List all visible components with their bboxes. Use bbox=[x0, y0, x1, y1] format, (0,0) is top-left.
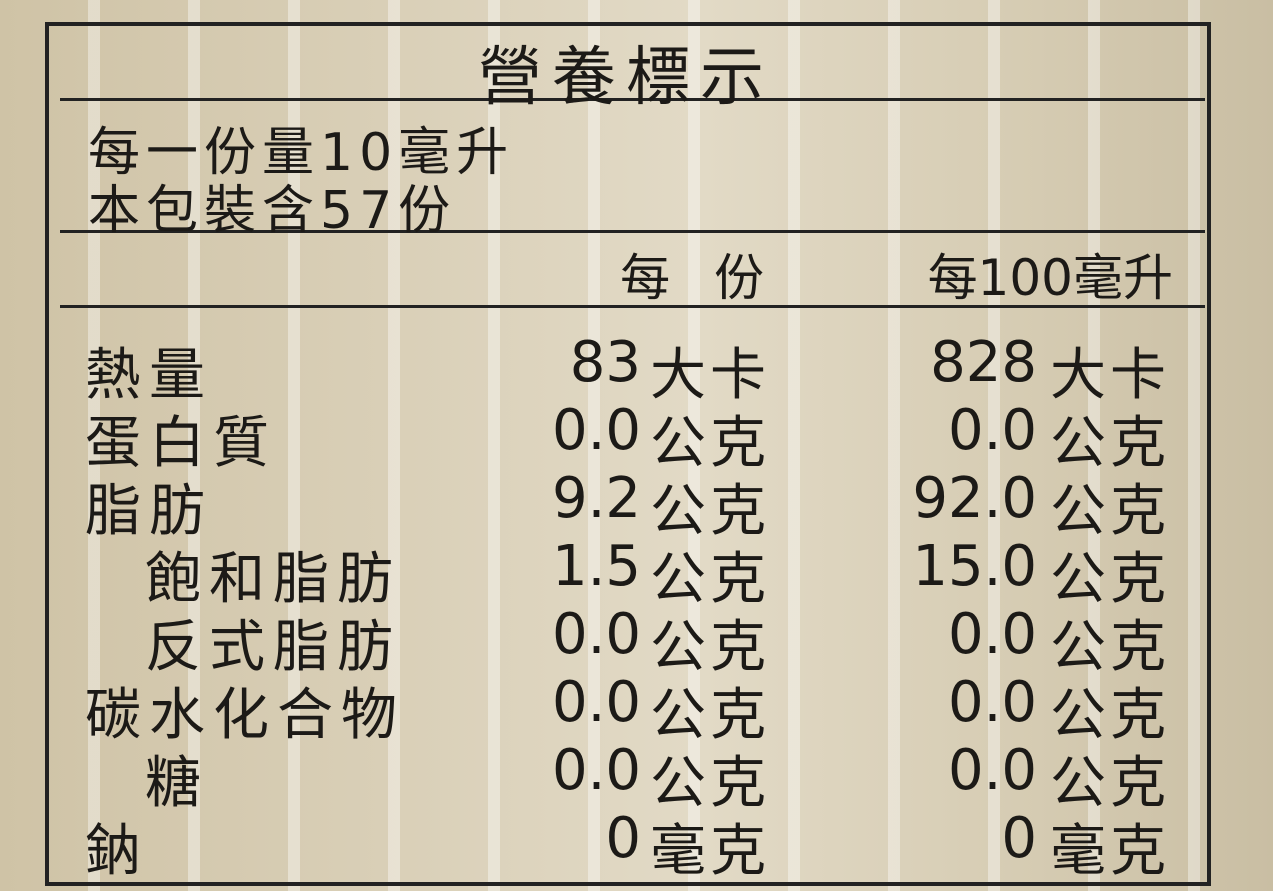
per-serving-value: 0.0 bbox=[551, 670, 641, 735]
per-100ml-value: 0.0 bbox=[947, 738, 1037, 803]
per-serving-unit: 公克 bbox=[650, 683, 770, 748]
per-serving-value: 0.0 bbox=[551, 738, 641, 803]
nutrient-row: 糖 0.0 公克 0.0 公克 bbox=[0, 738, 1273, 816]
per-serving-value: 1.5 bbox=[551, 534, 641, 599]
nutrient-name: 熱量 bbox=[85, 343, 213, 408]
per-100ml-unit: 公克 bbox=[1050, 411, 1170, 476]
per-serving-value: 0.0 bbox=[551, 602, 641, 667]
nutrient-row: 蛋白質 0.0 公克 0.0 公克 bbox=[0, 398, 1273, 476]
per-100ml-unit: 公克 bbox=[1050, 615, 1170, 680]
per-serving-value: 9.2 bbox=[551, 466, 641, 531]
nutrient-row: 脂肪 9.2 公克 92.0 公克 bbox=[0, 466, 1273, 544]
nutrient-name: 脂肪 bbox=[85, 479, 213, 544]
nutrient-row: 飽和脂肪 1.5 公克 15.0 公克 bbox=[0, 534, 1273, 612]
divider bbox=[60, 305, 1205, 308]
nutrition-label-frame bbox=[45, 22, 1211, 886]
per-serving-unit: 公克 bbox=[650, 751, 770, 816]
nutrient-row: 熱量 83 大卡 828 大卡 bbox=[0, 330, 1273, 408]
per-100ml-unit: 大卡 bbox=[1050, 343, 1170, 408]
per-100ml-unit: 公克 bbox=[1050, 547, 1170, 612]
per-100ml-value: 0 bbox=[1001, 806, 1037, 871]
per-100ml-unit: 公克 bbox=[1050, 479, 1170, 544]
per-serving-unit: 公克 bbox=[650, 479, 770, 544]
servings-per-package: 本包裝含57份 bbox=[88, 181, 457, 241]
per-serving-value: 0 bbox=[605, 806, 641, 871]
per-serving-unit: 公克 bbox=[650, 547, 770, 612]
per-100ml-unit: 公克 bbox=[1050, 751, 1170, 816]
nutrient-name: 反式脂肪 bbox=[145, 615, 401, 680]
label-title: 營養標示 bbox=[478, 41, 774, 115]
per-serving-unit: 公克 bbox=[650, 411, 770, 476]
nutrient-row: 碳水化合物 0.0 公克 0.0 公克 bbox=[0, 670, 1273, 748]
nutrient-name: 碳水化合物 bbox=[85, 683, 405, 748]
per-100ml-value: 828 bbox=[930, 330, 1037, 395]
nutrient-name: 蛋白質 bbox=[85, 411, 277, 476]
column-header-per-serving: 每 份 bbox=[620, 249, 778, 307]
column-header-per-100ml: 每100毫升 bbox=[927, 249, 1173, 307]
nutrient-name: 鈉 bbox=[85, 819, 149, 884]
nutrient-name: 飽和脂肪 bbox=[145, 547, 401, 612]
per-serving-value: 0.0 bbox=[551, 398, 641, 463]
divider bbox=[60, 230, 1205, 233]
per-100ml-unit: 毫克 bbox=[1050, 819, 1170, 884]
divider bbox=[60, 98, 1205, 101]
per-100ml-value: 92.0 bbox=[912, 466, 1037, 531]
nutrient-name: 糖 bbox=[145, 751, 209, 816]
per-100ml-value: 0.0 bbox=[947, 670, 1037, 735]
per-serving-unit: 毫克 bbox=[650, 819, 770, 884]
per-serving-value: 83 bbox=[569, 330, 641, 395]
per-serving-unit: 公克 bbox=[650, 615, 770, 680]
per-100ml-value: 15.0 bbox=[912, 534, 1037, 599]
per-100ml-value: 0.0 bbox=[947, 602, 1037, 667]
per-100ml-unit: 公克 bbox=[1050, 683, 1170, 748]
per-serving-unit: 大卡 bbox=[650, 343, 770, 408]
serving-size: 每一份量10毫升 bbox=[88, 123, 515, 183]
nutrient-row: 反式脂肪 0.0 公克 0.0 公克 bbox=[0, 602, 1273, 680]
nutrient-row: 鈉 0 毫克 0 毫克 bbox=[0, 806, 1273, 884]
per-100ml-value: 0.0 bbox=[947, 398, 1037, 463]
